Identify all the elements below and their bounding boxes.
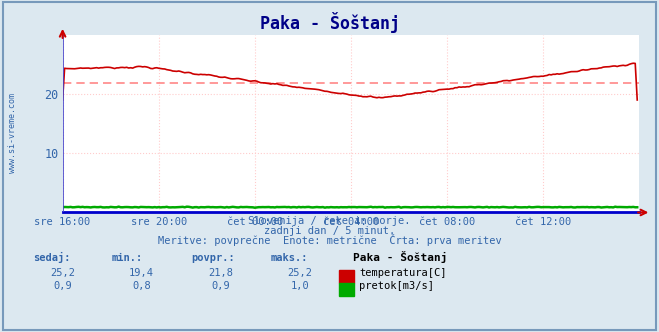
Text: 1,0: 1,0 [291,281,309,291]
Text: 21,8: 21,8 [208,268,233,278]
Text: temperatura[C]: temperatura[C] [359,268,447,278]
Text: sedaj:: sedaj: [33,252,71,263]
Text: 19,4: 19,4 [129,268,154,278]
Text: Slovenija / reke in morje.: Slovenija / reke in morje. [248,216,411,226]
Text: 25,2: 25,2 [50,268,75,278]
Text: Paka - Šoštanj: Paka - Šoštanj [260,12,399,33]
Text: 0,9: 0,9 [53,281,72,291]
Text: 0,9: 0,9 [212,281,230,291]
Text: www.si-vreme.com: www.si-vreme.com [8,93,17,173]
Text: Meritve: povprečne  Enote: metrične  Črta: prva meritev: Meritve: povprečne Enote: metrične Črta:… [158,234,501,246]
Text: min.:: min.: [112,253,143,263]
Text: povpr.:: povpr.: [191,253,235,263]
Text: 25,2: 25,2 [287,268,312,278]
Text: Paka - Šoštanj: Paka - Šoštanj [353,251,447,263]
Text: pretok[m3/s]: pretok[m3/s] [359,281,434,291]
Text: maks.:: maks.: [270,253,308,263]
Text: 0,8: 0,8 [132,281,151,291]
Text: zadnji dan / 5 minut.: zadnji dan / 5 minut. [264,226,395,236]
